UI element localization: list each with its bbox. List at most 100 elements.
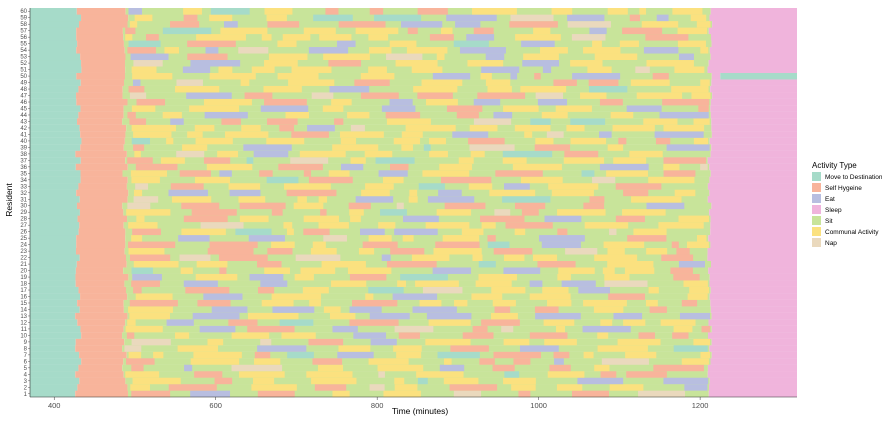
segment-eat [170,118,184,125]
segment-communal-activity [261,33,272,41]
segment-self-hygeine [75,371,124,378]
segment-self-hygeine [81,59,126,67]
segment-self-hygeine [493,247,533,255]
segment-communal-activity [619,40,639,48]
segment-self-hygeine [79,306,124,313]
segment-communal-activity [364,150,393,158]
segment-communal-activity [177,345,218,352]
segment-sleep [709,46,797,54]
segment-self-hygeine [661,254,694,261]
segment-communal-activity [696,234,707,242]
segment-move-to-destination [30,299,78,307]
segment-move-to-destination [30,53,81,61]
segment-eat [336,40,356,48]
y-tick-label: 5 [24,366,28,372]
segment-self-hygeine [80,131,126,138]
segment-self-hygeine [170,20,200,28]
segment-communal-activity [361,189,390,197]
segment-sit [123,371,708,378]
segment-self-hygeine [127,157,153,164]
segment-nap [323,234,347,242]
segment-communal-activity [321,260,366,268]
segment-move-to-destination [162,27,212,35]
segment-communal-activity [303,215,339,223]
segment-sit [125,241,711,249]
segment-eat [166,319,194,326]
segment-sit [125,72,712,80]
segment-eat [666,144,710,151]
segment-move-to-destination [417,377,428,385]
segment-self-hygeine [77,299,124,307]
segment-communal-activity [419,299,442,307]
segment-communal-activity [683,280,708,287]
segment-communal-activity [520,176,563,184]
segment-communal-activity [593,306,624,313]
segment-self-hygeine [444,202,486,210]
segment-self-hygeine [185,286,230,294]
segment-move-to-destination [30,215,78,223]
segment-self-hygeine [77,384,128,391]
segment-sleep [711,72,721,80]
segment-nap [469,144,515,151]
legend-swatch [812,205,821,214]
segment-communal-activity [623,319,646,326]
segment-nap [179,254,211,261]
segment-self-hygeine [308,338,344,346]
segment-communal-activity [425,338,471,346]
y-tick-label: 9 [24,340,28,346]
y-tick-label: 20 [20,269,27,275]
segment-eat [544,215,582,223]
segment-communal-activity [286,228,294,236]
segment-sleep [708,384,797,391]
segment-communal-activity [491,286,526,294]
segment-eat [412,306,457,313]
segment-communal-activity [395,59,438,67]
segment-communal-activity [386,118,431,125]
segment-self-hygeine [80,105,124,112]
segment-move-to-destination [30,105,81,112]
segment-communal-activity [194,176,230,184]
segment-self-hygeine [481,319,520,326]
segment-communal-activity [609,384,644,391]
segment-communal-activity [503,377,536,385]
segment-sleep [712,20,797,28]
y-tick-label: 2 [24,385,28,391]
segment-communal-activity [181,228,226,236]
segment-communal-activity [597,332,609,339]
segment-communal-activity [347,111,370,119]
segment-sleep [710,221,797,229]
segment-self-hygeine [314,384,347,391]
segment-communal-activity [461,228,484,236]
segment-communal-activity [421,79,463,86]
segment-eat [646,202,685,210]
segment-communal-activity [523,53,559,61]
segment-self-hygeine [79,124,127,132]
segment-move-to-destination [30,234,77,242]
segment-self-hygeine [553,79,577,86]
segment-self-hygeine [627,234,667,242]
segment-self-hygeine [615,183,662,190]
segment-communal-activity [217,150,239,158]
segment-self-hygeine [78,85,123,93]
segment-nap [133,196,159,203]
segment-communal-activity [281,332,316,339]
segment-self-hygeine [168,384,217,391]
segment-eat [459,46,506,54]
segment-self-hygeine [131,364,144,372]
segment-eat [307,124,335,132]
segment-move-to-destination [423,144,431,151]
segment-self-hygeine [325,8,339,15]
segment-communal-activity [674,189,696,197]
segment-communal-activity [514,228,526,236]
segment-eat [663,377,709,385]
segment-eat [432,267,472,274]
segment-move-to-destination [30,118,78,125]
legend-label: Self Hygeine [825,185,862,192]
segment-eat [613,312,643,320]
segment-eat [466,33,495,41]
y-tick-label: 53 [20,55,27,61]
segment-communal-activity [136,215,145,223]
segment-eat [561,280,596,287]
segment-communal-activity [426,98,458,106]
segment-communal-activity [648,286,659,294]
